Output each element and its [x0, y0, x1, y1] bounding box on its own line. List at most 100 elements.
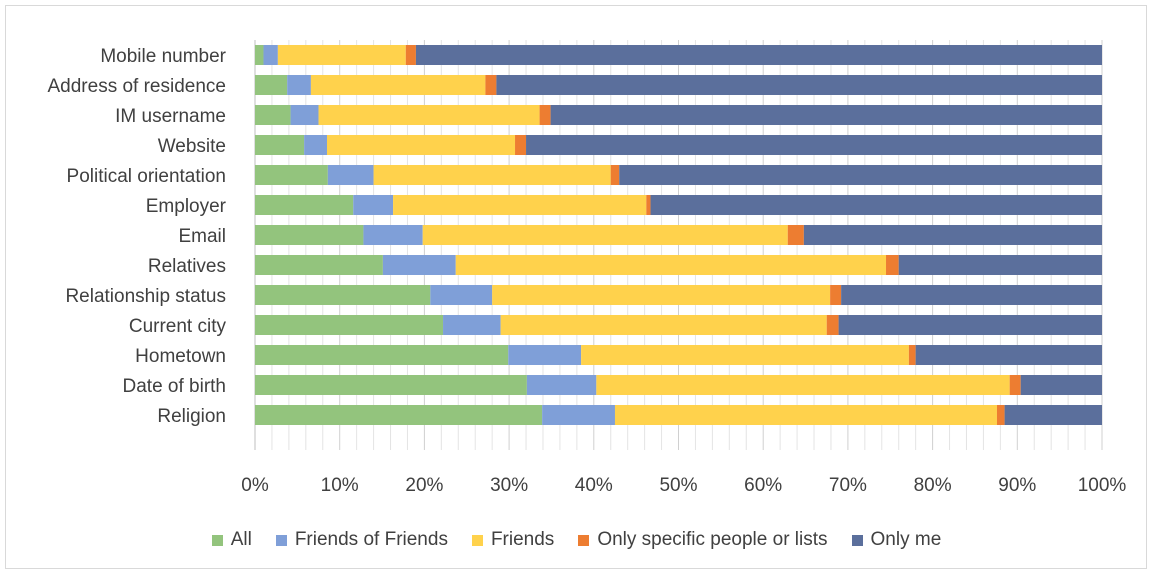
bar-segment	[373, 165, 611, 185]
category-label: Date of birth	[123, 376, 227, 397]
legend-swatch	[578, 534, 590, 546]
category-label: Relatives	[148, 256, 226, 277]
bar-segment	[393, 195, 647, 215]
category-label: IM username	[115, 106, 226, 127]
bar-segment	[619, 165, 1102, 185]
x-tick-label: 30%	[490, 475, 528, 496]
legend-swatch	[211, 534, 223, 546]
bar-segment	[515, 135, 527, 155]
bar-segment	[255, 315, 444, 335]
x-tick-label: 100%	[1078, 475, 1127, 496]
bar-segment	[614, 405, 997, 425]
bar-segment	[318, 105, 540, 125]
bar-segment	[304, 135, 327, 155]
legend-label: All	[230, 529, 252, 550]
bar-segment	[255, 285, 431, 305]
bar-segment	[290, 105, 319, 125]
bar-segment	[492, 285, 831, 305]
bar-segment	[255, 225, 364, 245]
bar-segment	[363, 225, 423, 245]
bar-segment	[539, 105, 551, 125]
bar-segment	[255, 375, 527, 395]
bar-segment	[353, 195, 394, 215]
bar-segment	[443, 315, 501, 335]
legend-label: Friends	[490, 529, 555, 550]
bar-segment	[650, 195, 1102, 215]
x-tick-labels: 0% 10% 20% 30% 40% 50% 60% 70% 80% 90% 100%	[241, 475, 1126, 496]
bar-segment	[263, 45, 278, 65]
bar-segment	[327, 165, 374, 185]
bar-segment	[646, 195, 651, 215]
bar-segment	[550, 105, 1102, 125]
bar-segment	[610, 165, 620, 185]
bar-segment	[255, 135, 305, 155]
bar-segment	[496, 75, 1102, 95]
bar-segment	[508, 345, 582, 365]
bar-segment	[255, 345, 509, 365]
bar-segment	[500, 315, 827, 335]
bars	[255, 45, 1102, 425]
bar-segment	[1009, 375, 1021, 395]
bar-segment	[915, 345, 1102, 365]
category-labels: Mobile number Address of residence IM user…	[48, 46, 227, 427]
legend-label: Friends of Friends	[294, 529, 448, 550]
bar-segment	[310, 75, 486, 95]
bar-segment	[255, 75, 288, 95]
x-tick-label: 60%	[744, 475, 782, 496]
category-label: Employer	[146, 196, 227, 217]
bar-segment	[542, 405, 615, 425]
x-tick-label: 40%	[575, 475, 613, 496]
bar-segment	[405, 45, 416, 65]
bar-segment	[841, 285, 1102, 305]
category-label: Relationship status	[65, 286, 226, 307]
bar-segment	[787, 225, 804, 245]
category-label: Address of residence	[48, 76, 227, 97]
bar-segment	[581, 345, 909, 365]
bar-segment	[886, 255, 899, 275]
category-label: Current city	[129, 316, 227, 337]
bar-segment	[430, 285, 493, 305]
bar-segment	[255, 195, 354, 215]
bar-segment	[996, 405, 1005, 425]
legend: All Friends of Friends Friends Only specifi…	[0, 529, 1153, 551]
legend-item: Friends of Friends	[275, 529, 448, 551]
bar-segment	[1004, 405, 1102, 425]
legend-label: Only me	[870, 529, 942, 550]
bar-segment	[415, 45, 1102, 65]
bar-segment	[287, 75, 311, 95]
bar-segment	[596, 375, 1010, 395]
category-label: Email	[178, 226, 226, 247]
bar-segment	[255, 255, 383, 275]
bar-segment	[803, 225, 1102, 245]
bar-segment	[526, 375, 597, 395]
bar-segment	[455, 255, 887, 275]
legend-swatch	[275, 534, 287, 546]
category-label: Political orientation	[67, 166, 226, 187]
bar-segment	[898, 255, 1102, 275]
category-label: Hometown	[135, 346, 226, 367]
bar-segment	[255, 105, 291, 125]
bar-segment	[255, 45, 264, 65]
bar-segment	[908, 345, 916, 365]
bar-segment	[277, 45, 406, 65]
bar-segment	[1020, 375, 1102, 395]
bar-segment	[382, 255, 456, 275]
category-label: Mobile number	[100, 46, 226, 67]
legend-swatch	[471, 534, 483, 546]
category-label: Website	[158, 136, 226, 157]
x-tick-label: 50%	[659, 475, 697, 496]
bar-segment	[422, 225, 788, 245]
legend-swatch	[851, 534, 863, 546]
bar-segment	[326, 135, 516, 155]
bar-segment	[255, 165, 328, 185]
bar-segment	[830, 285, 842, 305]
legend-label: Only specific people or lists	[597, 529, 828, 550]
legend-item: All	[211, 529, 252, 551]
bar-segment	[826, 315, 839, 335]
bar-segment	[485, 75, 497, 95]
legend-item: Only me	[851, 529, 942, 551]
bar-segment	[526, 135, 1102, 155]
x-tick-label: 80%	[914, 475, 952, 496]
x-tick-label: 10%	[321, 475, 359, 496]
